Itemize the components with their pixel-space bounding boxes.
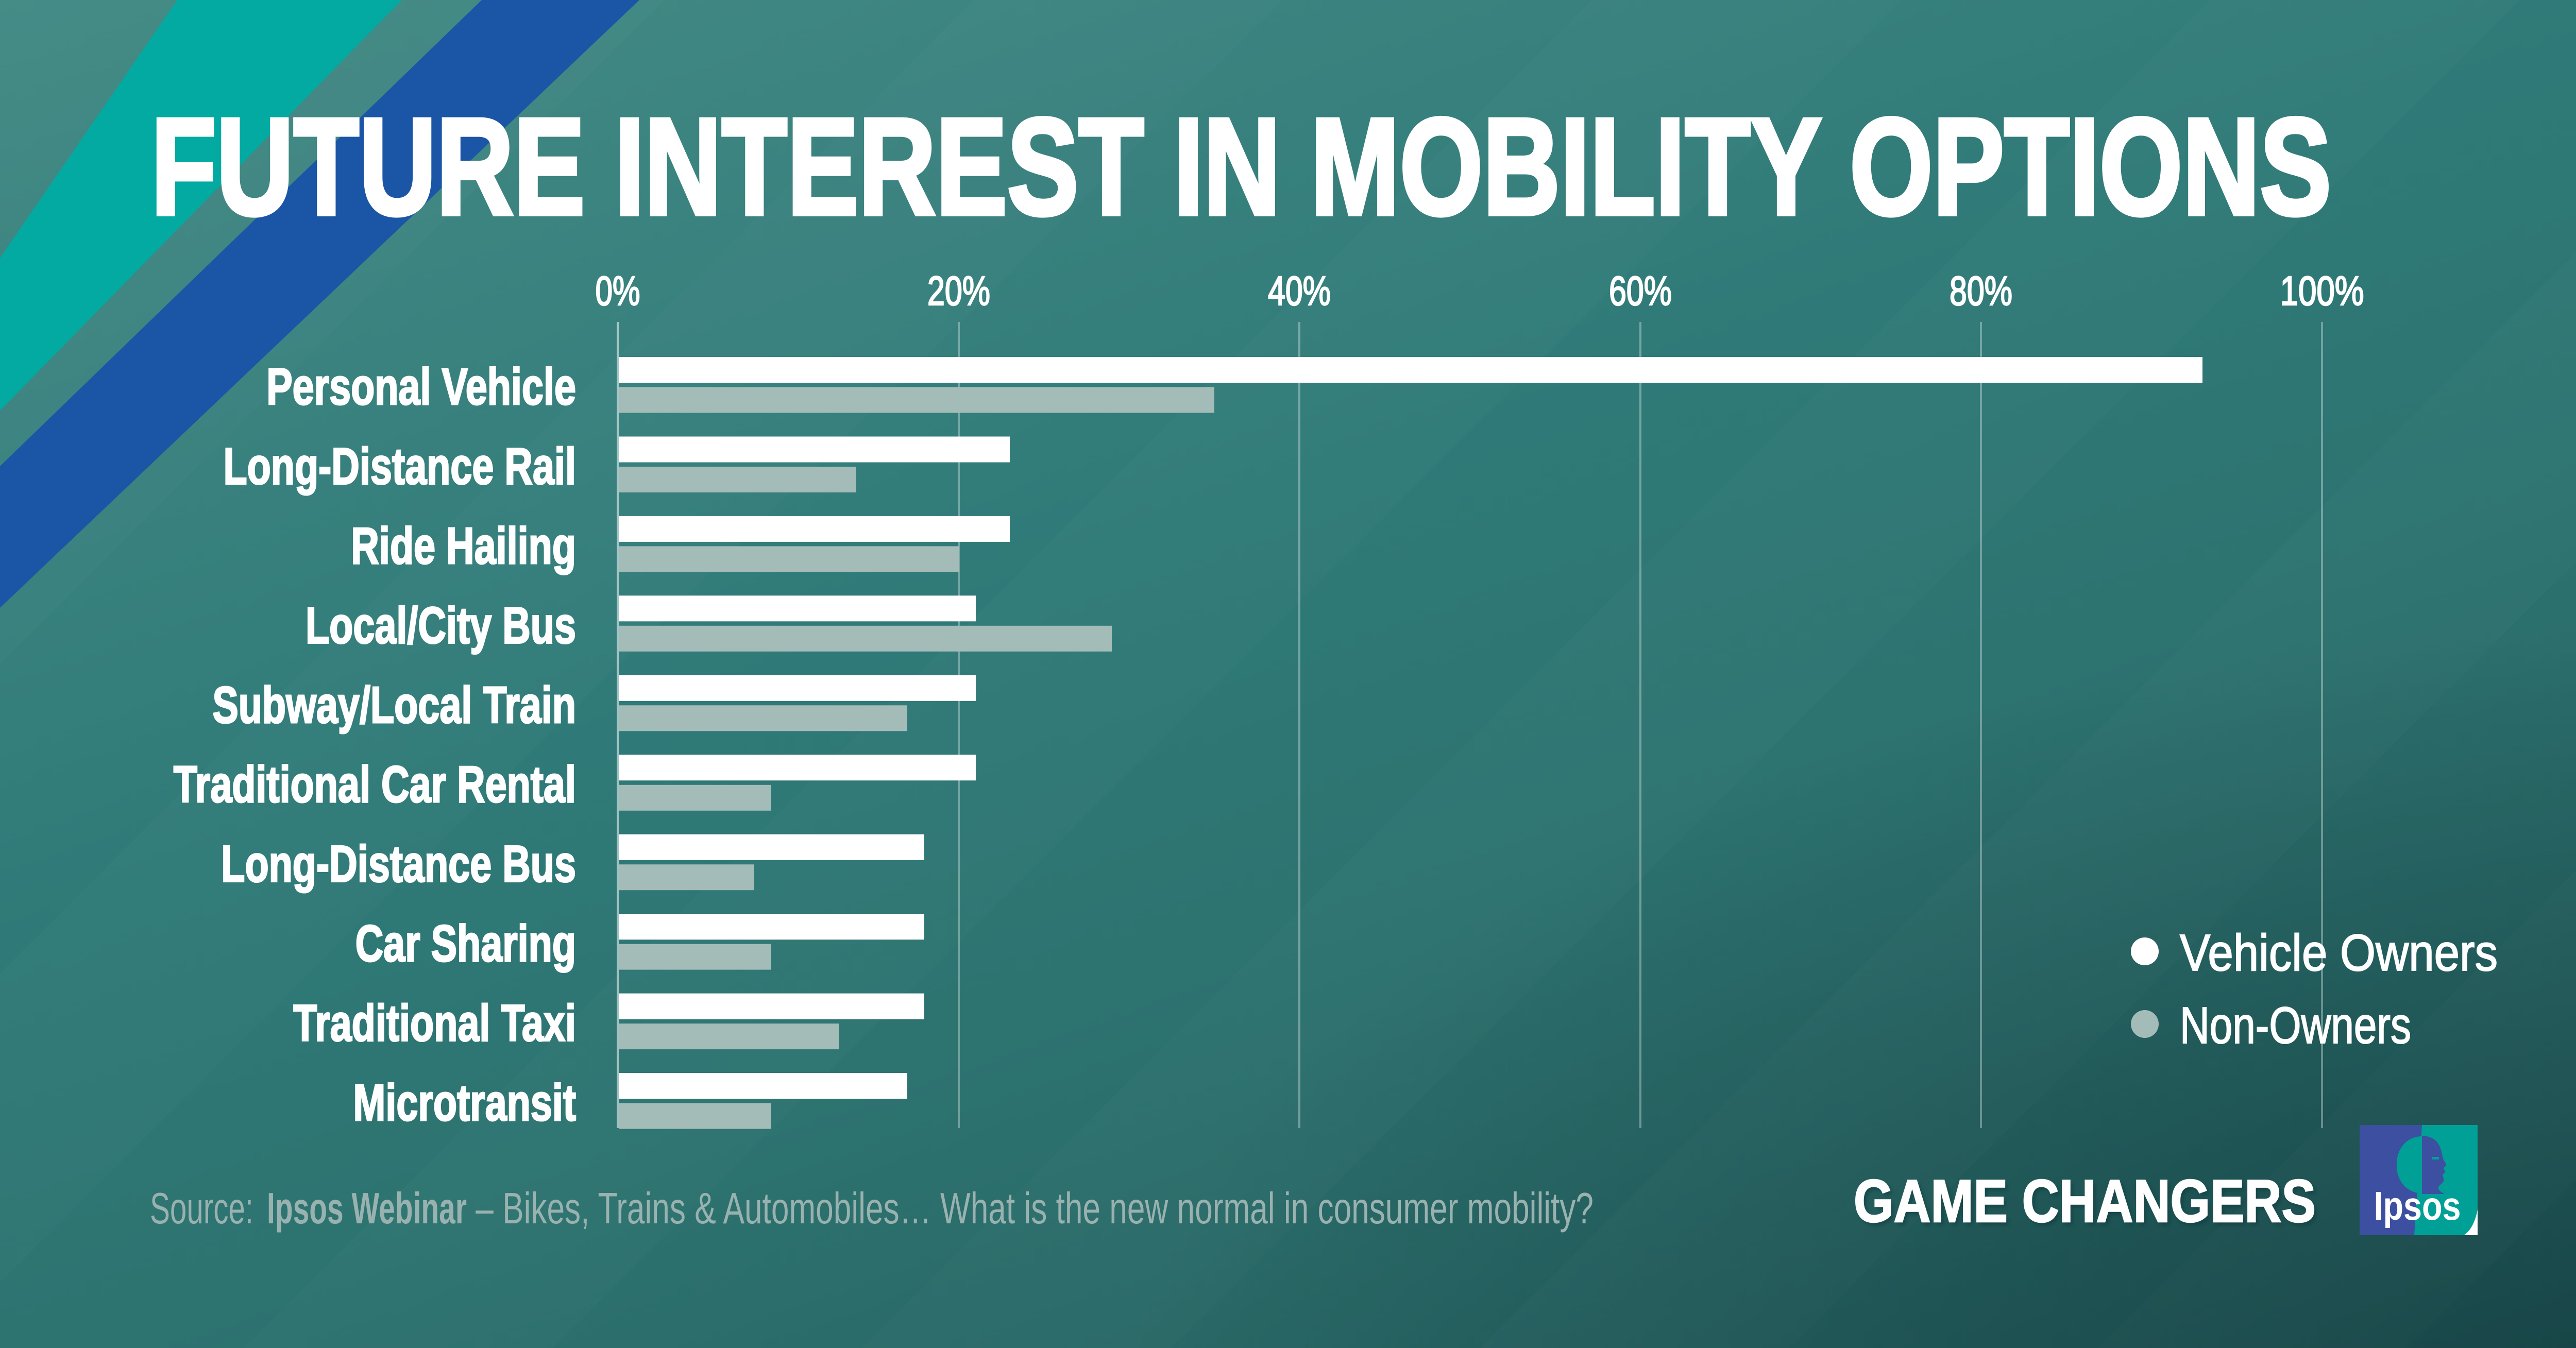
svg-text:Traditional Car Rental: Traditional Car Rental (174, 756, 576, 813)
svg-text:Ride Hailing: Ride Hailing (351, 517, 576, 575)
svg-text:Personal Vehicle: Personal Vehicle (266, 358, 576, 416)
svg-text:100%: 100% (2280, 268, 2364, 314)
svg-text:0%: 0% (596, 268, 640, 314)
svg-text:80%: 80% (1950, 268, 2012, 314)
svg-text:60%: 60% (1609, 268, 1672, 314)
svg-text:Ipsos: Ipsos (2374, 1184, 2461, 1228)
svg-text:Microtransit: Microtransit (353, 1074, 576, 1132)
svg-text:GAME CHANGERS: GAME CHANGERS (1854, 1167, 2316, 1235)
svg-text:Local/City Bus: Local/City Bus (306, 596, 576, 654)
svg-text:20%: 20% (927, 268, 990, 314)
svg-text:Subway/Local Train: Subway/Local Train (212, 676, 576, 734)
svg-text:Long-Distance Rail: Long-Distance Rail (223, 437, 576, 495)
svg-text:Traditional Taxi: Traditional Taxi (293, 994, 576, 1052)
svg-text:Car Sharing: Car Sharing (355, 915, 576, 972)
svg-text:Long-Distance Bus: Long-Distance Bus (221, 835, 576, 893)
svg-text:– Bikes, Trains & Automobiles…: – Bikes, Trains & Automobiles… What is t… (467, 1184, 1594, 1233)
svg-text:Vehicle Owners: Vehicle Owners (2180, 924, 2498, 982)
svg-text:Source:: Source: (150, 1184, 253, 1233)
svg-text:FUTURE INTEREST IN MOBILITY OP: FUTURE INTEREST IN MOBILITY OPTIONS (151, 89, 2331, 244)
svg-text:GAME CHANGERS: GAME CHANGERS (1856, 1170, 2318, 1238)
svg-text:Non-Owners: Non-Owners (2180, 997, 2411, 1054)
svg-text:40%: 40% (1268, 268, 1331, 314)
svg-text:Ipsos Webinar: Ipsos Webinar (267, 1184, 467, 1233)
